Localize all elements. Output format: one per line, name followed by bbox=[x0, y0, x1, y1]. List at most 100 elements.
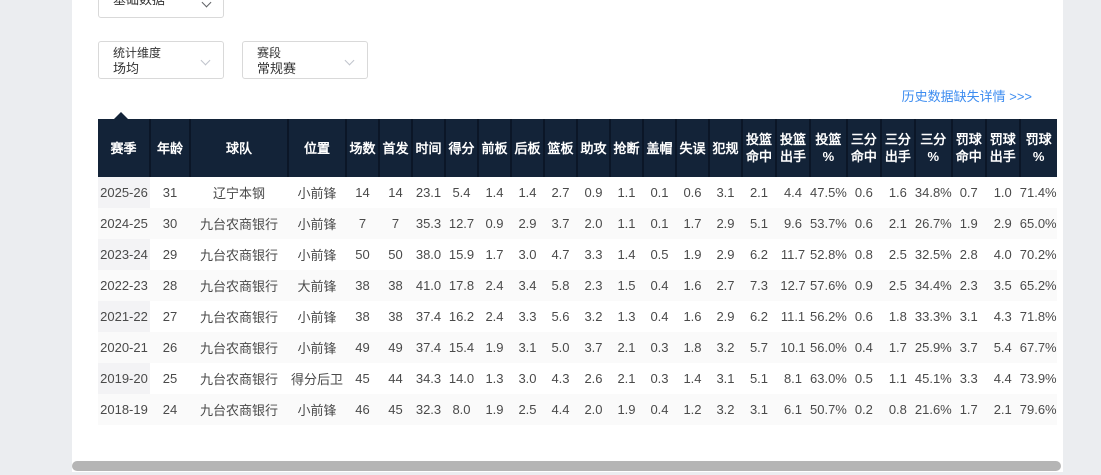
table-cell: 21.6% bbox=[914, 394, 952, 425]
column-header-21[interactable]: 三分 出手 bbox=[880, 119, 916, 177]
table-cell: 2.0 bbox=[577, 394, 610, 425]
table-cell: 3.2 bbox=[577, 301, 610, 332]
column-header-14[interactable]: 盖帽 bbox=[643, 119, 677, 177]
column-header-18[interactable]: 投篮 出手 bbox=[776, 119, 811, 177]
chevron-down-icon bbox=[201, 0, 212, 8]
table-cell: 2.3 bbox=[951, 270, 986, 301]
table-cell: 0.3 bbox=[643, 363, 676, 394]
table-cell: 0.4 bbox=[643, 301, 676, 332]
table-cell: 7.3 bbox=[742, 270, 776, 301]
table-cell: 1.6 bbox=[676, 270, 709, 301]
table-cell: 50 bbox=[346, 239, 379, 270]
table-cell: 49 bbox=[379, 332, 412, 363]
table-cell: 0.4 bbox=[643, 270, 676, 301]
column-header-2[interactable]: 年龄 bbox=[150, 119, 191, 177]
column-header-12[interactable]: 助攻 bbox=[577, 119, 611, 177]
column-header-7[interactable]: 时间 bbox=[412, 119, 446, 177]
table-cell: 九台农商银行 bbox=[190, 363, 288, 394]
table-cell: 九台农商银行 bbox=[190, 394, 288, 425]
table-cell: 5.1 bbox=[742, 208, 776, 239]
table-cell: 1.1 bbox=[880, 363, 915, 394]
table-cell: 6.1 bbox=[776, 394, 810, 425]
table-cell: 九台农商银行 bbox=[190, 332, 288, 363]
table-cell: 71.8% bbox=[1019, 301, 1057, 332]
table-cell: 九台农商银行 bbox=[190, 270, 288, 301]
table-cell: 1.1 bbox=[610, 177, 643, 208]
table-cell: 63.0% bbox=[810, 363, 847, 394]
history-missing-data-link[interactable]: 历史数据缺失详情 >>> bbox=[901, 89, 1032, 104]
column-header-22[interactable]: 三分 % bbox=[914, 119, 953, 177]
table-cell: 3.1 bbox=[511, 332, 544, 363]
data-type-dropdown[interactable]: 基础数据 bbox=[98, 0, 224, 18]
table-cell: 1.4 bbox=[676, 363, 709, 394]
table-cell: 2.9 bbox=[985, 208, 1020, 239]
table-cell: 3.1 bbox=[951, 301, 986, 332]
column-header-6[interactable]: 首发 bbox=[379, 119, 413, 177]
column-header-3[interactable]: 球队 bbox=[190, 119, 289, 177]
table-cell: 0.4 bbox=[643, 394, 676, 425]
table-cell: 0.6 bbox=[846, 208, 881, 239]
column-header-13[interactable]: 抢断 bbox=[610, 119, 644, 177]
column-header-4[interactable]: 位置 bbox=[288, 119, 347, 177]
table-cell: 2.5 bbox=[880, 270, 915, 301]
table-cell: 71.4% bbox=[1019, 177, 1057, 208]
column-header-23[interactable]: 罚球 命中 bbox=[951, 119, 987, 177]
table-cell: 1.7 bbox=[951, 394, 986, 425]
column-header-20[interactable]: 三分 命中 bbox=[846, 119, 882, 177]
table-cell: 1.4 bbox=[511, 177, 544, 208]
table-cell: 2.9 bbox=[709, 301, 742, 332]
column-header-5[interactable]: 场数 bbox=[346, 119, 380, 177]
table-cell: 11.7 bbox=[776, 239, 810, 270]
column-header-15[interactable]: 失误 bbox=[676, 119, 710, 177]
column-header-11[interactable]: 篮板 bbox=[544, 119, 578, 177]
stage-dropdown[interactable]: 赛段 常规赛 bbox=[242, 41, 368, 79]
table-cell: 1.6 bbox=[880, 177, 915, 208]
table-cell: 2021-22 bbox=[98, 301, 150, 332]
table-cell: 2.3 bbox=[577, 270, 610, 301]
table-cell: 3.3 bbox=[577, 239, 610, 270]
stat-dimension-value: 场均 bbox=[113, 61, 140, 76]
table-row: 2018-19 24 九台农商银行 小前锋 46 45 32.3 8.0 1.9 2.5 4.4 2.… bbox=[98, 394, 1057, 425]
column-header-1[interactable]: 赛季 bbox=[98, 119, 151, 177]
table-row: 2020-21 26 九台农商银行 小前锋 49 49 37.4 15.4 1.9 3.1 5.0 3… bbox=[98, 332, 1057, 363]
table-cell: 30 bbox=[150, 208, 190, 239]
table-cell: 2.6 bbox=[577, 363, 610, 394]
column-header-10[interactable]: 后板 bbox=[511, 119, 545, 177]
table-cell: 44 bbox=[379, 363, 412, 394]
table-cell: 2.4 bbox=[478, 301, 511, 332]
horizontal-scrollbar-thumb[interactable] bbox=[72, 461, 1061, 471]
table-cell: 53.7% bbox=[810, 208, 847, 239]
table-cell: 4.3 bbox=[544, 363, 577, 394]
column-header-19[interactable]: 投篮 % bbox=[810, 119, 848, 177]
table-row: 2019-20 25 九台农商银行 得分后卫 45 44 34.3 14.0 1.3 3.0 4.3… bbox=[98, 363, 1057, 394]
table-cell: 小前锋 bbox=[288, 301, 346, 332]
table-cell: 1.4 bbox=[610, 239, 643, 270]
column-header-16[interactable]: 犯规 bbox=[709, 119, 743, 177]
column-header-24[interactable]: 罚球 出手 bbox=[985, 119, 1021, 177]
table-cell: 2.5 bbox=[880, 239, 915, 270]
table-cell: 小前锋 bbox=[288, 394, 346, 425]
table-cell: 45.1% bbox=[914, 363, 952, 394]
table-cell: 46 bbox=[346, 394, 379, 425]
table-cell: 34.3 bbox=[412, 363, 445, 394]
stat-dimension-dropdown[interactable]: 统计维度 场均 bbox=[98, 41, 224, 79]
column-header-9[interactable]: 前板 bbox=[478, 119, 512, 177]
table-cell: 25.9% bbox=[914, 332, 952, 363]
table-cell: 56.2% bbox=[810, 301, 847, 332]
column-header-8[interactable]: 得分 bbox=[445, 119, 479, 177]
table-cell: 0.1 bbox=[643, 177, 676, 208]
table-cell: 4.7 bbox=[544, 239, 577, 270]
table-cell: 2.1 bbox=[742, 177, 776, 208]
stats-table-header: 赛季 年龄 球队 位置 场数 首发 时间 得分 前板 后板 篮板 助攻 抢断 盖帽 失误 犯规 投篮 命中 投篮 … bbox=[98, 119, 1057, 177]
table-cell: 3.1 bbox=[742, 394, 776, 425]
table-cell: 2.1 bbox=[985, 394, 1020, 425]
table-cell: 1.1 bbox=[610, 208, 643, 239]
table-cell: 38 bbox=[379, 270, 412, 301]
table-cell: 45 bbox=[346, 363, 379, 394]
column-header-17[interactable]: 投篮 命中 bbox=[742, 119, 777, 177]
column-header-25[interactable]: 罚球 % bbox=[1019, 119, 1057, 177]
table-cell: 3.7 bbox=[577, 332, 610, 363]
table-cell: 2.0 bbox=[577, 208, 610, 239]
table-cell: 2.1 bbox=[610, 332, 643, 363]
table-cell: 4.3 bbox=[985, 301, 1020, 332]
